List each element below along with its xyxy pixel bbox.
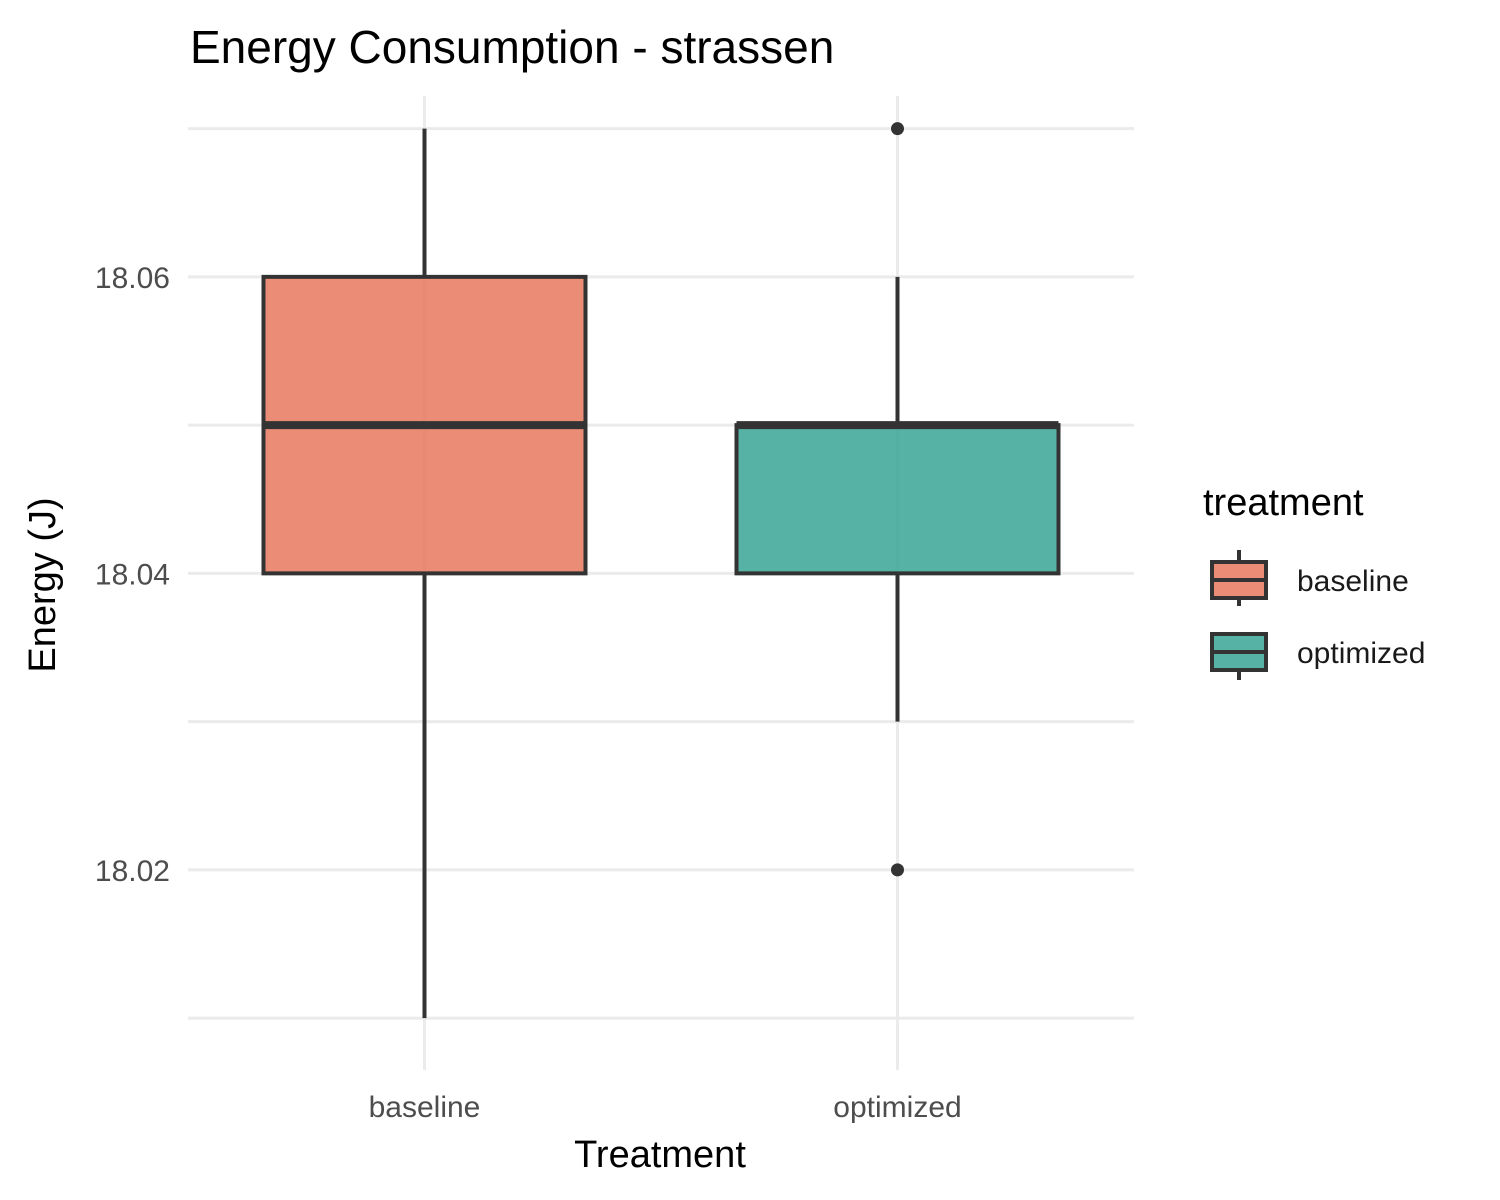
grid — [188, 96, 1134, 1070]
legend-label: baseline — [1297, 565, 1409, 598]
box-optimized — [734, 122, 1061, 877]
tick-labels: 18.02 18.04 18.06 baseline optimized — [95, 262, 962, 1124]
boxes — [261, 122, 1061, 1019]
y-tick-label: 18.02 — [95, 855, 170, 888]
chart-title: Energy Consumption - strassen — [190, 21, 834, 73]
legend: treatment baseline optimized — [1203, 482, 1425, 680]
x-axis-title: Treatment — [574, 1134, 746, 1176]
legend-item-baseline: baseline — [1210, 550, 1409, 606]
box-iqr — [734, 423, 1061, 576]
legend-title: treatment — [1203, 482, 1364, 524]
x-tick-label: baseline — [369, 1091, 481, 1124]
legend-label: optimized — [1297, 637, 1425, 670]
outlier-point — [891, 863, 904, 877]
legend-item-optimized: optimized — [1210, 632, 1425, 680]
y-axis-title: Energy (J) — [22, 497, 64, 672]
y-tick-label: 18.04 — [95, 558, 170, 591]
x-tick-label: optimized — [833, 1091, 961, 1124]
outlier-point — [891, 122, 904, 136]
box-baseline — [261, 128, 588, 1019]
y-tick-label: 18.06 — [95, 262, 170, 295]
